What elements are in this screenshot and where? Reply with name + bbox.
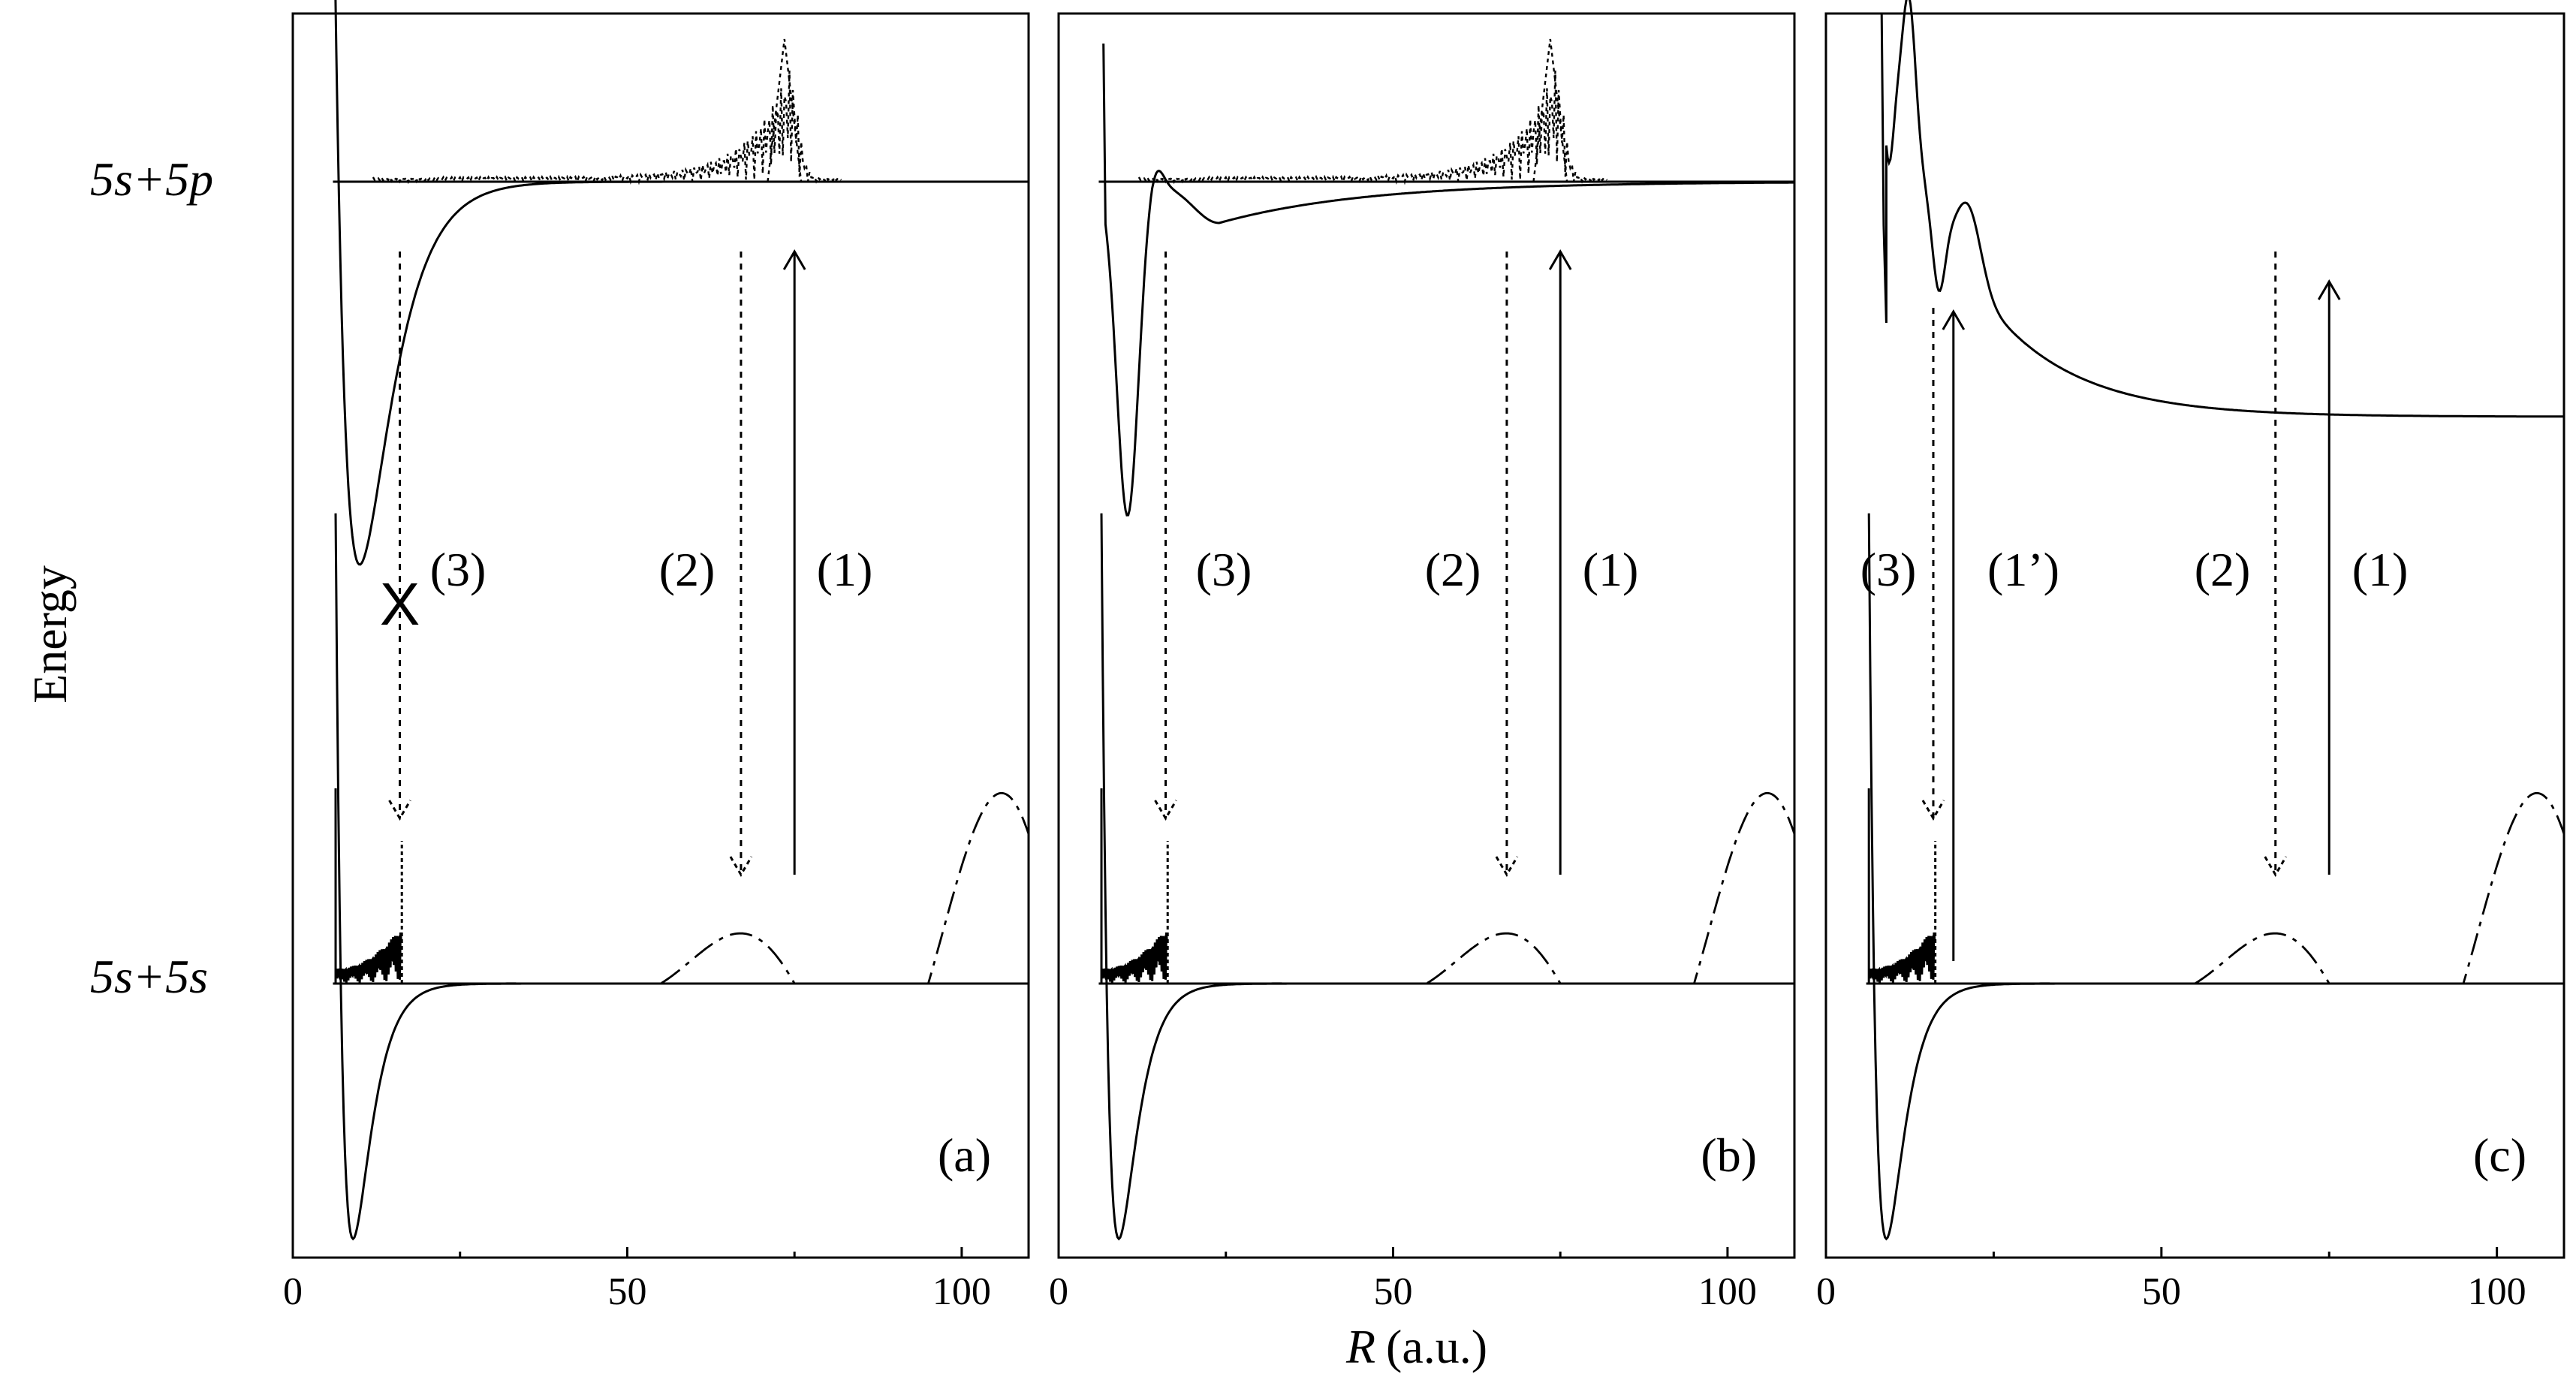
transition-label: (3) (1860, 543, 1917, 596)
ground-potential-curve (1100, 513, 1794, 1241)
transition-label: (2) (1425, 543, 1481, 596)
x-tick-label: 0 (283, 1270, 303, 1313)
excited-wavefunction-peak (767, 38, 803, 182)
level-label-5s5s: 5s+5s (90, 950, 208, 1003)
panel-frame (1057, 12, 1796, 1259)
transition-arrow-head (1921, 800, 1945, 821)
excited-wavefunction (1137, 70, 1608, 185)
excited-wavefunction-peak (1532, 38, 1568, 182)
blocked-transition-marker: X (380, 571, 420, 637)
transition-label: (3) (430, 543, 487, 596)
excited-potential-curve (1102, 43, 1794, 517)
transition-label: (1’) (1987, 543, 2059, 596)
transition-label: (2) (2195, 543, 2251, 596)
excited-wavefunction (372, 70, 842, 185)
panel-frame (1824, 12, 2565, 1259)
transition-arrow-head (1495, 856, 1519, 877)
transition-label: (1) (817, 543, 873, 596)
ground-wavefunction (493, 791, 1030, 985)
transition-arrow-head (1548, 249, 1572, 270)
x-tick-label: 50 (1373, 1270, 1412, 1313)
ground-bound-wavefunction (336, 932, 402, 984)
transition-arrow-head (782, 249, 806, 270)
panel-frame (291, 12, 1030, 1259)
panel-a: 0 50 100 (3) (2) (1) X (a) (283, 0, 1030, 1313)
x-tick-label: 100 (2468, 1270, 2526, 1313)
panel-label: (a) (938, 1128, 991, 1182)
ground-potential-curve (334, 513, 1029, 1241)
x-axis-label: R (a.u.) (1345, 1320, 1487, 1373)
transition-arrow-head (1942, 309, 1966, 330)
x-tick-label: 50 (2142, 1270, 2181, 1313)
x-tick-label: 100 (932, 1270, 991, 1313)
transition-arrow-head (729, 856, 753, 877)
level-label-5s5p: 5s+5p (90, 152, 213, 206)
excited-potential-curve (334, 0, 1029, 566)
x-axis-label-units: (a.u.) (1386, 1320, 1487, 1373)
transition-label: (2) (659, 543, 716, 596)
panel-b: 0 50 100 (3) (2) (1) (b) (1049, 12, 1796, 1313)
excited-potential-curve (1880, 0, 2564, 418)
ground-wavefunction (2027, 791, 2565, 985)
transition-label: (1) (1583, 543, 1639, 596)
ground-bound-wavefunction (1869, 932, 1936, 984)
x-tick-label: 50 (607, 1270, 646, 1313)
panel-c: 0 50 100 (3) (1’) (2) (1) (c) (1816, 0, 2565, 1313)
transition-arrow-head (1154, 800, 1177, 821)
x-tick-label: 0 (1049, 1270, 1068, 1313)
ground-wavefunction (1259, 791, 1796, 985)
y-axis-label: Energy (23, 565, 77, 704)
ground-potential-curve (1867, 513, 2564, 1241)
transition-arrow-head (388, 800, 411, 821)
x-tick-label: 100 (1698, 1270, 1757, 1313)
x-axis-label-symbol: R (1345, 1320, 1375, 1373)
transition-label: (1) (2352, 543, 2409, 596)
panel-label: (b) (1701, 1128, 1757, 1182)
transition-arrow-head (2317, 279, 2341, 300)
x-tick-label: 0 (1816, 1270, 1836, 1313)
transition-label: (3) (1196, 543, 1252, 596)
ground-bound-wavefunction (1101, 932, 1168, 984)
transition-arrow-head (2264, 856, 2288, 877)
panel-label: (c) (2473, 1128, 2526, 1182)
